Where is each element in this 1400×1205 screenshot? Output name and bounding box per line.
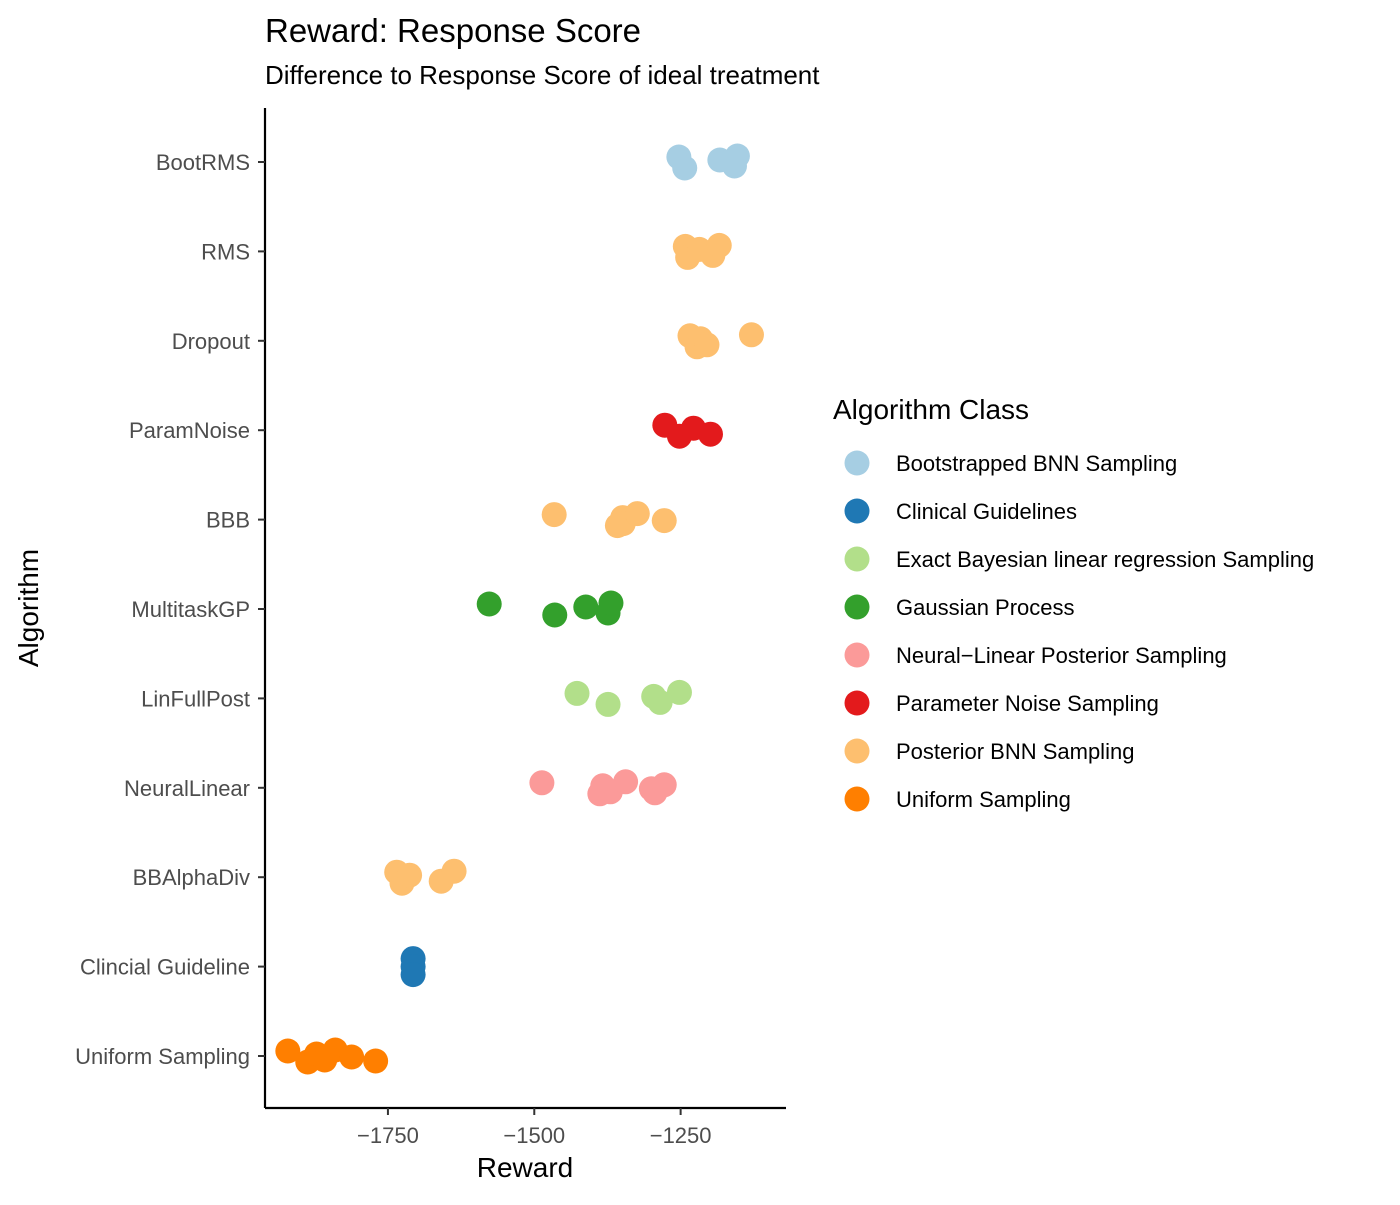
series-bbalphadiv	[384, 858, 467, 896]
chart-subtitle: Difference to Response Score of ideal tr…	[265, 60, 820, 90]
y-tick-label: MultitaskGP	[131, 597, 250, 622]
points-layer	[275, 143, 764, 1075]
chart-title: Reward: Response Score	[265, 12, 641, 49]
data-point	[441, 858, 467, 884]
series-bootrms	[666, 143, 750, 181]
y-axis-title: Algorithm	[13, 549, 44, 667]
legend-entry: Uniform Sampling	[844, 786, 1071, 812]
legend-swatch	[844, 690, 870, 716]
y-tick-label: BootRMS	[156, 150, 250, 175]
series-paramnoise	[652, 412, 723, 449]
x-tick-label: −1750	[357, 1123, 419, 1148]
data-point	[573, 594, 599, 620]
legend-swatch	[844, 594, 870, 620]
data-point	[672, 155, 698, 181]
series-rms	[672, 232, 732, 270]
legend: Algorithm Class Bootstrapped BNN Samplin…	[833, 394, 1314, 812]
data-point	[275, 1038, 301, 1064]
data-point	[613, 769, 639, 795]
data-point	[397, 862, 423, 888]
y-tick-label: Dropout	[172, 329, 250, 354]
y-tick-label: Clincial Guideline	[80, 955, 250, 980]
legend-entry: Neural−Linear Posterior Sampling	[844, 642, 1227, 668]
y-tick-label: BBAlphaDiv	[133, 865, 250, 890]
legend-swatch	[844, 498, 870, 524]
data-point	[542, 602, 568, 628]
data-point	[724, 143, 750, 169]
legend-swatch	[844, 738, 870, 764]
data-point	[697, 421, 723, 447]
legend-label: Clinical Guidelines	[896, 499, 1077, 524]
legend-entry: Parameter Noise Sampling	[844, 690, 1159, 716]
y-tick-label: NeuralLinear	[124, 776, 250, 801]
data-point	[595, 691, 621, 717]
y-tick-label: LinFullPost	[141, 686, 250, 711]
data-point	[339, 1044, 365, 1070]
data-point	[529, 770, 555, 796]
data-point	[564, 680, 590, 706]
legend-entries: Bootstrapped BNN Sampling Clinical Guidel…	[844, 450, 1314, 812]
legend-label: Exact Bayesian linear regression Samplin…	[896, 547, 1314, 572]
legend-label: Neural−Linear Posterior Sampling	[896, 643, 1227, 668]
data-point	[598, 590, 624, 616]
legend-title: Algorithm Class	[833, 394, 1029, 425]
legend-entry: Exact Bayesian linear regression Samplin…	[844, 546, 1314, 572]
x-tick-label: −1500	[503, 1123, 565, 1148]
data-point	[706, 232, 732, 258]
series-neurallinear	[529, 769, 677, 807]
legend-label: Uniform Sampling	[896, 787, 1071, 812]
x-axis: −1750 −1500 −1250	[265, 1106, 786, 1148]
legend-label: Posterior BNN Sampling	[896, 739, 1134, 764]
y-tick-label: RMS	[201, 239, 250, 264]
data-point	[647, 689, 673, 715]
data-point	[651, 508, 677, 534]
series-dropout	[677, 322, 764, 360]
legend-entry: Posterior BNN Sampling	[844, 738, 1134, 764]
data-point	[651, 772, 677, 798]
legend-label: Bootstrapped BNN Sampling	[896, 451, 1177, 476]
data-point	[400, 962, 426, 988]
series-clincial-guideline	[400, 946, 426, 988]
legend-swatch	[844, 642, 870, 668]
legend-entry: Bootstrapped BNN Sampling	[844, 450, 1177, 476]
legend-label: Parameter Noise Sampling	[896, 691, 1159, 716]
data-point	[738, 322, 764, 348]
data-point	[694, 332, 720, 358]
series-bbb	[541, 501, 677, 539]
legend-label: Gaussian Process	[896, 595, 1075, 620]
y-tick-label: Uniform Sampling	[75, 1044, 250, 1069]
data-point	[476, 591, 502, 617]
legend-swatch	[844, 450, 870, 476]
data-point	[624, 501, 650, 527]
legend-swatch	[844, 786, 870, 812]
data-point	[666, 679, 692, 705]
legend-swatch	[844, 546, 870, 572]
y-tick-label: ParamNoise	[129, 418, 250, 443]
x-tick-label: −1250	[650, 1123, 712, 1148]
x-axis-title: Reward	[477, 1152, 573, 1183]
legend-entry: Gaussian Process	[844, 594, 1075, 620]
legend-entry: Clinical Guidelines	[844, 498, 1077, 524]
y-axis: BootRMS RMS Dropout ParamNoise BBB MultitaskG…	[75, 108, 267, 1108]
data-point	[363, 1048, 389, 1074]
y-tick-label: BBB	[206, 508, 250, 533]
series-uniform-sampling	[275, 1037, 389, 1075]
series-linfullpost	[564, 679, 692, 717]
series-multitaskgp	[476, 590, 624, 628]
data-point	[541, 502, 567, 528]
